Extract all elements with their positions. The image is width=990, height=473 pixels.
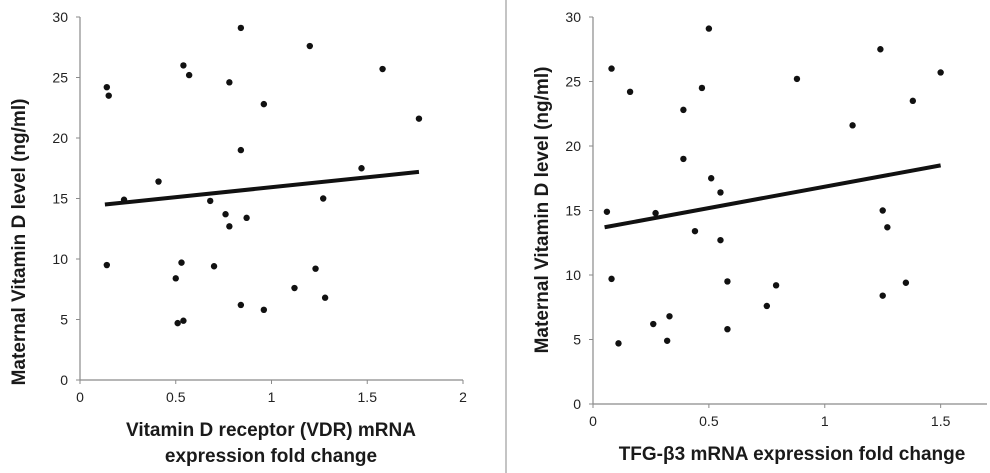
- data-point: [103, 261, 111, 269]
- y-tick-label: 10: [565, 267, 581, 283]
- data-point: [260, 100, 268, 108]
- data-point: [185, 71, 193, 79]
- x-tick-label: 2: [459, 389, 467, 405]
- y-tick-label: 15: [565, 203, 581, 219]
- data-point: [226, 223, 233, 230]
- data-point: [879, 292, 886, 299]
- data-point: [207, 197, 214, 205]
- data-point: [615, 340, 622, 347]
- y-tick-label: 5: [60, 312, 68, 328]
- data-point: [321, 294, 329, 301]
- data-point: [237, 24, 245, 32]
- x-tick-label: 0.5: [166, 389, 186, 405]
- data-point: [260, 306, 268, 314]
- data-point: [105, 92, 112, 99]
- y-tick-label: 0: [60, 372, 68, 388]
- data-point: [608, 65, 615, 72]
- data-point: [222, 211, 229, 218]
- data-point: [172, 275, 179, 282]
- data-point: [415, 115, 423, 122]
- x-tick-label: 0: [589, 413, 597, 429]
- data-point: [358, 165, 365, 172]
- data-point: [237, 146, 245, 154]
- x-tick-label: 1: [821, 413, 829, 429]
- x-tick-label: 0.5: [699, 413, 719, 429]
- data-point: [603, 208, 611, 215]
- data-point: [663, 337, 671, 344]
- data-point: [103, 83, 111, 91]
- data-point: [243, 214, 250, 222]
- data-point: [909, 97, 917, 105]
- data-point: [155, 178, 162, 185]
- data-point: [937, 69, 944, 76]
- data-point: [226, 79, 233, 86]
- data-point: [849, 122, 856, 129]
- x-axis-title-line-1: Vitamin D receptor (VDR) mRNA: [126, 420, 416, 441]
- data-point: [763, 302, 771, 310]
- data-point: [724, 325, 731, 333]
- data-point: [306, 42, 313, 50]
- data-point: [312, 265, 319, 272]
- x-tick-label: 1.5: [358, 389, 378, 405]
- y-tick-label: 10: [52, 251, 68, 267]
- data-point: [691, 227, 699, 235]
- data-point: [180, 317, 187, 324]
- y-axis-title: Maternal Vitamin D level (ng/ml): [532, 67, 553, 354]
- data-point: [626, 88, 634, 96]
- data-point: [291, 284, 298, 292]
- y-axis-title: Maternal Vitamin D level (ng/ml): [9, 99, 30, 386]
- data-point: [680, 155, 687, 163]
- data-point: [178, 259, 185, 266]
- data-point: [879, 207, 886, 214]
- data-point: [237, 301, 245, 309]
- y-tick-label: 15: [52, 191, 68, 207]
- data-point: [666, 313, 673, 320]
- data-point: [793, 75, 801, 83]
- trend-line: [604, 163, 942, 230]
- data-point: [652, 209, 659, 217]
- data-point: [724, 278, 731, 285]
- x-tick-label: 1.5: [931, 413, 951, 429]
- y-tick-label: 30: [52, 9, 68, 25]
- data-point: [680, 106, 687, 114]
- data-point: [717, 189, 724, 196]
- vdr-scatter-chart: 0 5 10 15 20 25 30 0 0.5 1 1.5 2 Maternal Vitamin …: [9, 9, 467, 467]
- data-point: [650, 320, 657, 328]
- y-tick-label: 20: [52, 130, 68, 146]
- x-axis-title-line-2: expression fold change: [165, 446, 377, 467]
- x-axis-title: TFG-β3 mRNA expression fold change: [619, 444, 966, 465]
- data-point: [902, 279, 910, 286]
- data-point: [698, 84, 706, 92]
- data-point: [708, 175, 715, 182]
- y-tick-label: 0: [573, 396, 581, 412]
- data-point: [180, 62, 187, 69]
- tgfb3-scatter-chart: 0 5 10 15 20 25 30 0 0.5 1 1.5 Maternal Vitamin D…: [532, 9, 987, 465]
- y-tick-label: 25: [565, 74, 581, 90]
- data-point: [608, 275, 615, 283]
- data-point: [717, 236, 724, 244]
- data-point: [705, 25, 713, 32]
- y-tick-label: 25: [52, 70, 68, 86]
- data-point: [772, 282, 780, 289]
- y-tick-label: 5: [573, 332, 581, 348]
- y-tick-label: 30: [565, 9, 581, 25]
- y-tick-label: 20: [565, 138, 581, 154]
- data-point: [884, 224, 891, 231]
- data-point: [174, 319, 181, 327]
- data-point: [877, 46, 884, 53]
- trend-line: [104, 169, 420, 207]
- x-tick-label: 0: [76, 389, 84, 405]
- data-point: [210, 263, 218, 270]
- data-point: [320, 195, 327, 202]
- data-point: [379, 65, 386, 73]
- x-tick-label: 1: [268, 389, 276, 405]
